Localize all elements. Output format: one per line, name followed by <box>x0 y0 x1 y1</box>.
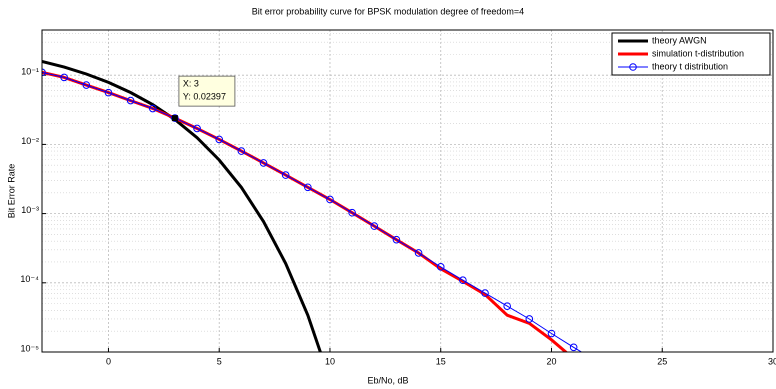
y-tick-label: 10⁻⁵ <box>21 343 40 353</box>
legend-label: theory t distribution <box>652 61 728 71</box>
marker <box>481 289 489 297</box>
marker <box>82 81 91 89</box>
datatip-point <box>171 115 178 122</box>
marker <box>459 276 467 285</box>
marker <box>547 329 556 338</box>
marker <box>60 73 68 82</box>
x-tick-label: 15 <box>436 356 446 366</box>
x-tick-label: 25 <box>657 356 667 366</box>
datatip-y: Y: 0.02397 <box>183 92 226 102</box>
marker <box>392 235 401 244</box>
marker <box>237 147 246 155</box>
marker <box>326 195 334 204</box>
y-tick-label: 10⁻⁴ <box>20 274 39 284</box>
legend-marker <box>629 63 637 71</box>
marker <box>259 159 268 167</box>
y-axis-label: Bit Error Rate <box>6 164 16 219</box>
series-line <box>42 60 322 352</box>
x-tick-label: 5 <box>217 356 222 366</box>
x-tick-label: 0 <box>106 356 111 366</box>
overlay: X: 3 Y: 0.02397 theory AWGN simulation t-di… <box>171 32 771 122</box>
marker <box>436 263 445 271</box>
datatip-x: X: 3 <box>183 79 199 89</box>
marker <box>215 135 224 144</box>
y-tick-label: 10⁻¹ <box>21 67 39 77</box>
marker <box>281 171 290 179</box>
marker <box>348 208 356 217</box>
marker <box>414 249 423 257</box>
marker <box>503 302 511 310</box>
x-axis-label: Eb/No, dB <box>367 375 408 385</box>
x-tick-label: 10 <box>325 356 335 366</box>
marker <box>370 222 379 230</box>
legend-label: theory AWGN <box>652 35 707 45</box>
marker <box>148 104 157 113</box>
legend-label: simulation t-distribution <box>652 48 744 58</box>
y-tick-label: 10⁻² <box>21 136 39 146</box>
marker <box>126 96 135 105</box>
marker <box>525 315 534 323</box>
datatip-box <box>178 75 236 107</box>
x-tick-label: 30 <box>768 356 776 366</box>
x-tick-label: 20 <box>546 356 556 366</box>
chart-title: Bit error probability curve for BPSK mod… <box>252 6 524 16</box>
axes-box <box>41 29 774 353</box>
plot-area <box>42 60 583 352</box>
y-tick-label: 10⁻³ <box>21 205 39 215</box>
marker <box>104 88 113 97</box>
marker <box>193 124 201 133</box>
marker <box>171 114 179 122</box>
marker <box>304 183 312 192</box>
series-line <box>42 71 583 352</box>
marker <box>569 343 578 352</box>
